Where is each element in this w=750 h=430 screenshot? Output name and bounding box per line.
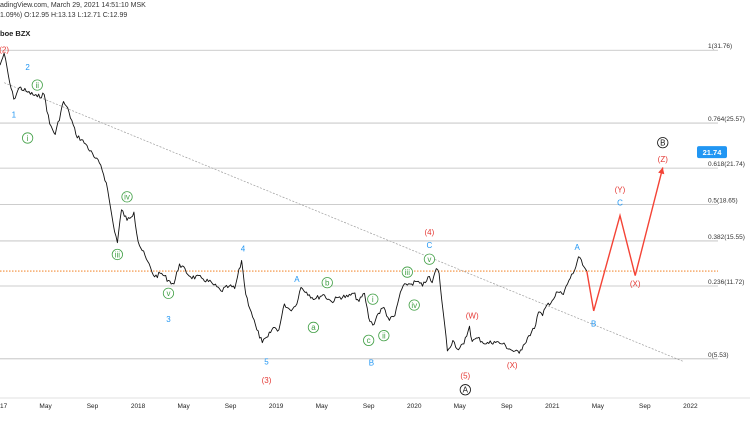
wave-label: 3: [166, 315, 171, 324]
wave-label-circle: [121, 191, 133, 203]
wave-label: A: [574, 243, 580, 252]
fib-level-label: 0.236(11.72): [708, 279, 744, 286]
fib-level-label: 0.5(18.65): [708, 197, 738, 204]
wave-label: B: [591, 320, 596, 329]
wave-label: 1: [12, 110, 17, 119]
wave-label: a: [311, 323, 316, 332]
wave-label-circle: [22, 132, 34, 144]
wave-label-circle: [307, 321, 320, 334]
wave-label-circle: [378, 330, 390, 342]
wave-label: i: [372, 295, 374, 304]
wave-label: ii: [35, 81, 39, 90]
wave-label: (2): [0, 46, 9, 55]
x-tick-label: Sep: [363, 403, 375, 410]
wave-label: c: [367, 336, 371, 345]
x-tick-label: Sep: [639, 403, 651, 410]
x-tick-label: 2022: [683, 403, 698, 410]
wave-label: C: [617, 199, 623, 208]
x-tick-label: 2019: [269, 403, 284, 410]
wave-label: 5: [264, 357, 269, 366]
wave-label: (3): [262, 376, 272, 385]
x-tick-label: 2018: [131, 403, 146, 410]
source-timestamp: adingView.com, March 29, 2021 14:51:10 M…: [0, 2, 146, 9]
wave-label: iii: [115, 250, 121, 259]
price-badge: [697, 146, 727, 159]
fib-level-label: 0(5.53): [708, 352, 729, 359]
ohlc-readout: 1.09%) O:12.95 H:13.13 L:12.71 C:12.99: [0, 12, 128, 19]
wave-label-circle: [459, 384, 471, 396]
wave-label: (5): [460, 371, 470, 380]
wave-label: iv: [411, 301, 417, 310]
wave-label: 2: [25, 63, 30, 72]
wave-label: (Z): [658, 155, 669, 164]
fib-level-label: 0.618(21.74): [708, 161, 745, 168]
x-tick-label: Sep: [501, 403, 513, 410]
wave-label-circle: [162, 287, 175, 299]
wave-label-circle: [111, 248, 123, 261]
wave-label: (Y): [615, 186, 626, 195]
x-tick-label: May: [316, 403, 329, 410]
x-tick-label: 2021: [545, 403, 560, 410]
wave-label: ii: [382, 331, 386, 340]
x-tick-label: Sep: [225, 403, 237, 410]
wave-label-circle: [401, 266, 413, 278]
x-tick-label: May: [178, 403, 191, 410]
wave-label-circle: [367, 293, 379, 305]
wave-label: (X): [630, 280, 641, 289]
wave-label: C: [427, 241, 433, 250]
x-tick-label: Sep: [87, 403, 99, 410]
wave-label-circle: [423, 253, 436, 265]
x-tick-label: May: [592, 403, 605, 410]
wave-label: B: [369, 359, 374, 368]
wave-label: i: [27, 134, 29, 143]
wave-label: 4: [241, 244, 246, 253]
price-series: [0, 52, 588, 354]
projection-arrowhead: [658, 167, 665, 175]
fib-level-label: 0.764(25.57): [708, 116, 745, 123]
wave-label-circle: [657, 137, 669, 149]
wave-label: v: [166, 289, 170, 298]
symbol-title: boe BZX: [0, 29, 31, 38]
trendline: [4, 82, 684, 362]
wave-label: b: [325, 279, 330, 288]
wave-label: (W): [466, 311, 479, 320]
projection-path: [586, 167, 664, 312]
price-badge-label: 21.74: [703, 148, 723, 157]
wave-label-circle: [363, 334, 375, 346]
wave-label: (X): [507, 361, 518, 370]
wave-label: A: [463, 386, 469, 395]
x-tick-label: May: [39, 403, 52, 410]
x-tick-label: 2020: [407, 403, 422, 410]
wave-label: v: [427, 255, 431, 264]
wave-label: (4): [425, 228, 435, 237]
fib-level-label: 0.382(15.55): [708, 234, 745, 241]
wave-label-circle: [321, 277, 333, 289]
x-tick-label: May: [454, 403, 467, 410]
wave-label: A: [294, 275, 300, 284]
fib-level-label: 1(31.76): [708, 43, 732, 50]
wave-label: iv: [124, 193, 130, 202]
wave-label-circle: [408, 299, 420, 311]
wave-label-circle: [31, 79, 43, 91]
wave-label: iii: [405, 268, 411, 277]
wave-label: B: [660, 139, 665, 148]
x-tick-label: 2017: [0, 403, 8, 410]
